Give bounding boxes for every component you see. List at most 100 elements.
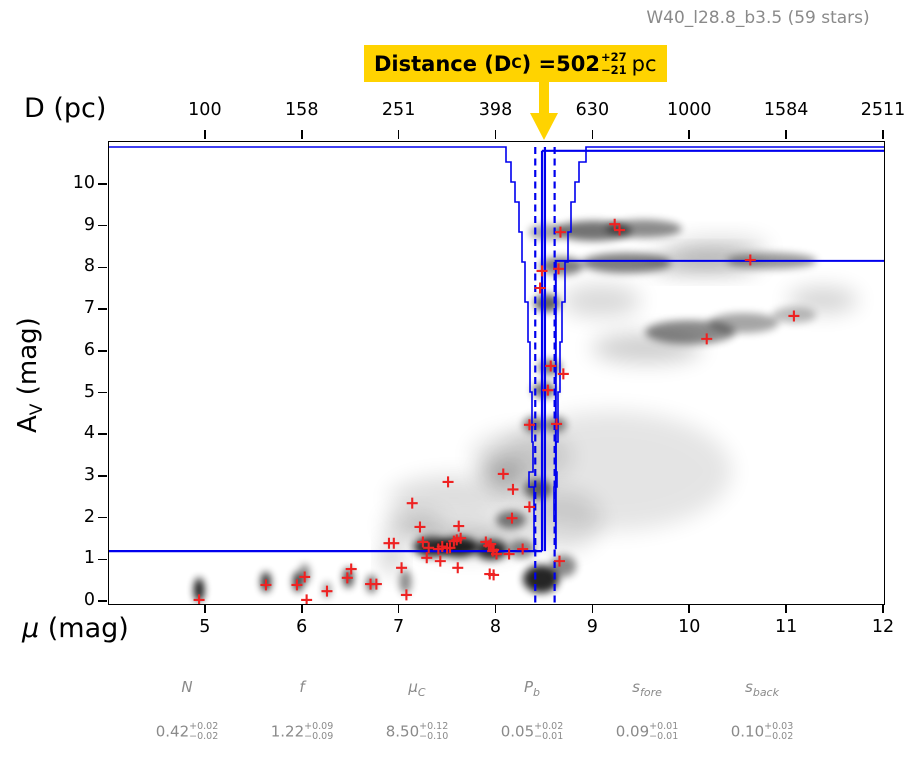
- bottom-tick-label: 10: [678, 617, 701, 637]
- star-marker: [557, 368, 569, 380]
- star-marker: [193, 594, 205, 604]
- star-marker: [417, 536, 429, 548]
- top-tick-mark: [688, 130, 691, 139]
- star-marker: [455, 532, 467, 544]
- annotation-prefix: Distance (D: [374, 51, 512, 76]
- star-marker: [341, 572, 353, 584]
- distance-arrow-icon: [530, 80, 558, 140]
- left-tick-mark: [98, 433, 107, 435]
- star-marker: [788, 310, 800, 322]
- top-tick-label: 398: [478, 100, 513, 120]
- bottom-tick-mark: [785, 604, 787, 613]
- left-tick-label: 7: [83, 298, 95, 319]
- param-name-sback: sback: [745, 678, 779, 699]
- param-name-muC: μC: [408, 678, 426, 699]
- top-tick-mark: [785, 130, 787, 139]
- top-tick-label: 100: [188, 100, 222, 120]
- star-marker: [536, 265, 548, 277]
- param-name-sfore: sfore: [632, 678, 662, 699]
- param-value: 8.50+0.12 −0.10: [385, 721, 449, 743]
- star-marker: [436, 541, 448, 553]
- star-marker: [345, 563, 357, 575]
- left-tick-label: 10: [72, 173, 95, 193]
- top-tick-mark: [204, 130, 206, 139]
- left-tick-mark: [98, 391, 107, 394]
- star-marker: [542, 384, 554, 396]
- top-axis-title: D (pc): [24, 93, 107, 124]
- top-tick-label: 158: [285, 100, 319, 120]
- left-tick-label: 4: [83, 423, 95, 444]
- annotation-unit: pc: [631, 51, 657, 76]
- star-marker: [534, 282, 546, 294]
- star-marker: [491, 548, 502, 560]
- star-marker: [609, 218, 621, 230]
- star-marker: [453, 520, 465, 532]
- posterior-pdf-outline-left: [109, 146, 535, 550]
- star-marker: [400, 589, 412, 601]
- bottom-tick-mark: [494, 604, 497, 613]
- param-name-Pb: Pb: [523, 678, 541, 699]
- star-marker: [507, 483, 519, 495]
- top-tick-mark: [300, 130, 303, 139]
- param-value: 0.09+0.01 −0.01: [615, 721, 679, 743]
- star-marker: [497, 468, 509, 480]
- distance-annotation: Distance (D C) = 502 +27 −21 pc: [364, 45, 667, 82]
- star-marker: [545, 360, 557, 372]
- star-marker: [452, 562, 464, 574]
- star-marker: [553, 555, 565, 567]
- bottom-tick-label: 12: [871, 617, 895, 637]
- star-marker: [421, 552, 433, 564]
- param-value: 0.10+0.03 −0.02: [730, 721, 794, 743]
- bottom-tick-mark: [882, 604, 884, 613]
- bottom-axis-title: μ (mag): [22, 613, 129, 644]
- bottom-tick-label: 11: [774, 617, 798, 637]
- star-marker: [434, 555, 446, 567]
- extinction-distance-chart: [109, 146, 884, 604]
- star-marker: [406, 497, 418, 509]
- star-marker: [517, 543, 529, 555]
- star-marker: [523, 419, 535, 431]
- left-tick-label: 2: [83, 506, 95, 527]
- star-marker: [370, 578, 382, 590]
- star-marker: [321, 585, 333, 597]
- bottom-tick-mark: [204, 604, 206, 613]
- star-marker: [388, 537, 400, 549]
- left-tick-mark: [98, 266, 107, 269]
- left-axis-title: AV (mag): [12, 317, 48, 433]
- bottom-tick-mark: [688, 604, 691, 613]
- left-tick-label: 9: [83, 214, 95, 235]
- star-marker: [299, 571, 311, 583]
- star-marker: [523, 501, 535, 513]
- top-tick-label: 630: [575, 100, 610, 120]
- param-name-f: f: [299, 678, 305, 696]
- star-marker: [301, 594, 313, 604]
- star-marker: [701, 333, 713, 345]
- annotation-prefix-sub: C: [511, 55, 522, 72]
- plot-title: W40_l28.8_b3.5 (59 stars): [646, 8, 870, 28]
- left-tick-mark: [98, 224, 107, 227]
- star-markers: [193, 218, 800, 604]
- bottom-tick-label: 8: [489, 617, 502, 637]
- star-marker: [396, 562, 408, 574]
- top-tick-mark: [397, 130, 400, 139]
- top-tick-label: 1584: [763, 100, 809, 120]
- star-marker: [506, 512, 518, 524]
- density-map: [194, 219, 858, 602]
- star-marker: [291, 579, 303, 591]
- bottom-tick-label: 7: [393, 617, 405, 637]
- annotation-errors: +27 −21: [600, 50, 627, 77]
- bottom-tick-label: 9: [586, 617, 598, 637]
- left-tick-label: 6: [83, 339, 95, 360]
- star-marker: [614, 224, 626, 236]
- model-lines: [109, 146, 884, 603]
- bottom-tick-label: 5: [199, 617, 211, 637]
- star-marker: [444, 542, 456, 554]
- left-tick-mark: [98, 516, 107, 519]
- left-tick-label: 5: [83, 381, 95, 402]
- top-tick-label: 2511: [860, 100, 906, 120]
- top-tick-mark: [591, 130, 594, 139]
- param-name-N: N: [181, 678, 193, 696]
- left-tick-label: 3: [83, 464, 95, 485]
- annotation-value: 502: [556, 51, 600, 76]
